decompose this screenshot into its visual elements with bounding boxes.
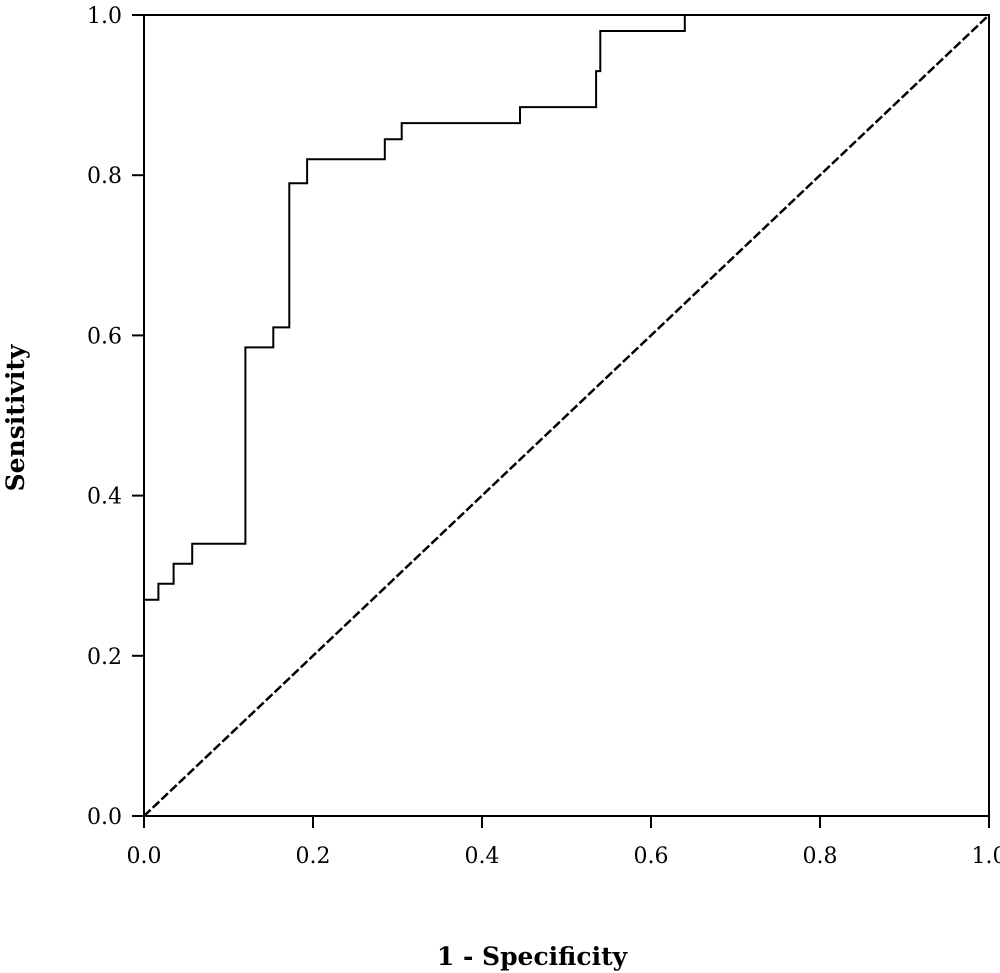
y-tick-label: 1.0 bbox=[87, 4, 122, 29]
reference-diagonal-line bbox=[143, 14, 990, 817]
x-tick-label: 0.8 bbox=[803, 844, 838, 869]
y-axis-title: Sensitivity bbox=[1, 343, 30, 491]
y-tick-label: 0.6 bbox=[87, 324, 122, 349]
plot-frame bbox=[143, 14, 990, 817]
x-tick-label: 0.6 bbox=[634, 844, 669, 869]
x-tick-label: 1.0 bbox=[972, 844, 1000, 869]
y-tick-label: 0.2 bbox=[87, 645, 122, 670]
y-axis-ticks: 0.0 0.2 0.4 0.6 0.8 1.0 bbox=[87, 4, 144, 830]
y-tick-label: 0.0 bbox=[87, 805, 122, 830]
y-tick-label: 0.4 bbox=[87, 485, 122, 510]
x-tick-label: 0.2 bbox=[296, 844, 331, 869]
x-axis-ticks: 0.0 0.2 0.4 0.6 0.8 1.0 bbox=[127, 816, 1000, 869]
x-axis-title: 1 - Specificity bbox=[437, 942, 629, 971]
x-tick-label: 0.4 bbox=[465, 844, 500, 869]
x-tick-label: 0.0 bbox=[127, 844, 162, 869]
y-tick-label: 0.8 bbox=[87, 164, 122, 189]
series-layer bbox=[143, 14, 990, 817]
roc-curve-line bbox=[143, 14, 770, 816]
